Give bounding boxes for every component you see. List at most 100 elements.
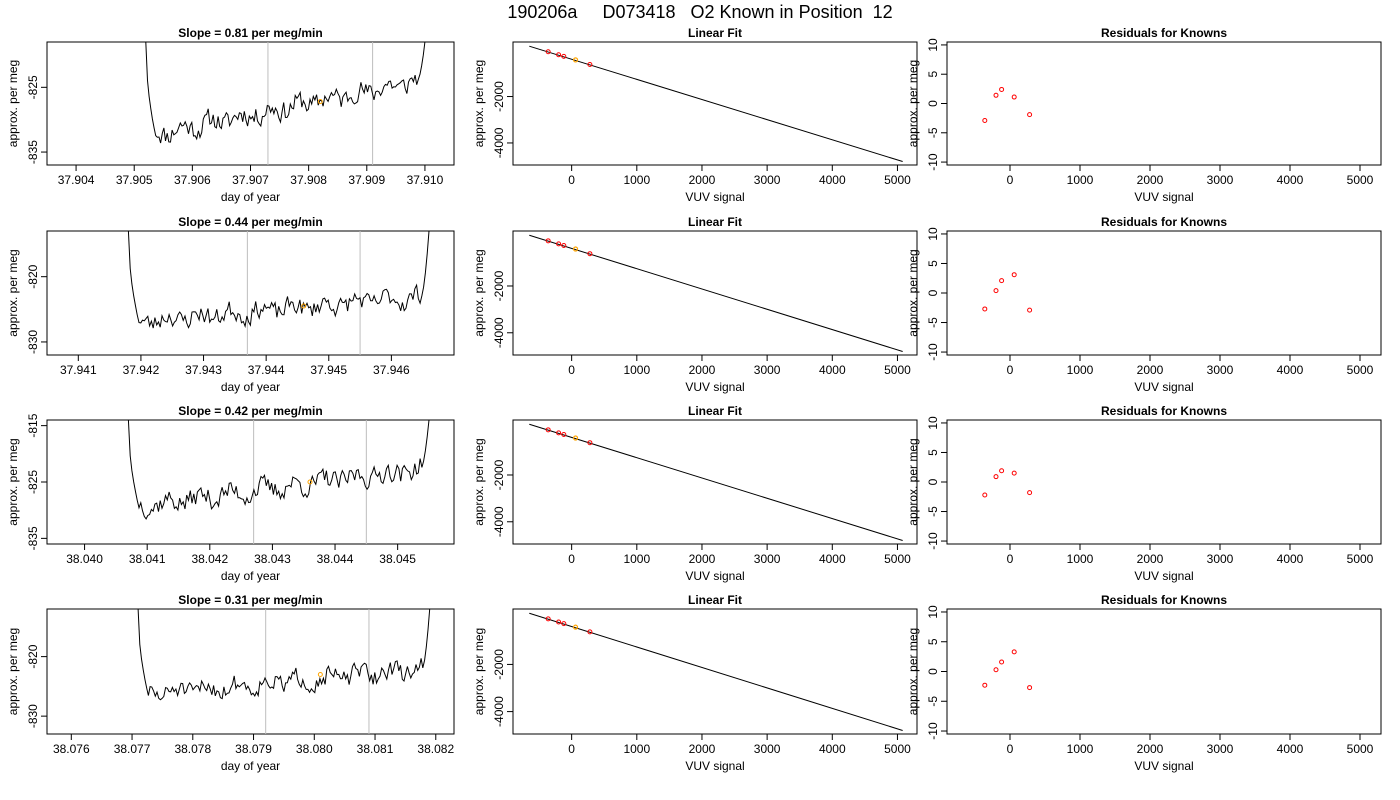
x-tick-label: 37.942: [123, 363, 160, 377]
y-tick-label: -10: [926, 343, 940, 361]
known-point: [982, 492, 988, 498]
x-tick-label: 2000: [1137, 552, 1164, 566]
y-tick-label: 5: [926, 638, 940, 645]
x-tick-label: 3000: [754, 552, 781, 566]
drift-series-line: [127, 231, 430, 329]
x-tick-label: 38.081: [357, 742, 394, 756]
known-point: [1011, 272, 1017, 278]
x-tick-label: 4000: [819, 173, 846, 187]
panel-title: Slope = 0.31 per meg/min: [178, 593, 322, 607]
y-tick-label: -4000: [492, 317, 506, 348]
known-point: [587, 629, 593, 635]
panel-title: Residuals for Knowns: [1101, 404, 1227, 418]
x-tick-label: 37.908: [290, 173, 327, 187]
x-tick-label: 5000: [884, 742, 911, 756]
drift-series-line: [127, 420, 430, 520]
panel-title: Slope = 0.42 per meg/min: [178, 404, 322, 418]
panel-resid-4: Residuals for Knowns 0 1000 2000 3000 4000 500…: [906, 593, 1382, 773]
x-tick-label: 37.907: [232, 173, 269, 187]
x-tick-label: 1000: [623, 173, 650, 187]
drift-series-line: [137, 609, 431, 701]
y-tick-label: -5: [926, 127, 940, 138]
x-tick-label: 38.077: [114, 742, 151, 756]
panel-title: Residuals for Knowns: [1101, 593, 1227, 607]
x-axis-label: VUV signal: [1134, 759, 1193, 773]
x-axis-label: VUV signal: [1134, 569, 1193, 583]
x-tick-label: 37.906: [174, 173, 211, 187]
y-tick-label: -2000: [492, 649, 506, 680]
y-tick-label: -2000: [492, 81, 506, 112]
y-tick-label: 10: [926, 605, 940, 619]
y-tick-label: 10: [926, 38, 940, 52]
panel-title: Linear Fit: [688, 26, 742, 40]
y-tick-label: 0: [926, 289, 940, 296]
x-tick-label: 37.943: [185, 363, 222, 377]
x-tick-label: 3000: [1207, 363, 1234, 377]
plot-data: [529, 612, 903, 731]
y-tick-label: 0: [926, 100, 940, 107]
known-point: [1027, 685, 1033, 691]
y-tick-label: -5: [926, 506, 940, 517]
y-tick-label: -830: [26, 704, 40, 728]
x-tick-label: 5000: [884, 173, 911, 187]
unknown-marker: [317, 671, 323, 677]
y-tick-label: -825: [26, 470, 40, 494]
plot-data: [145, 42, 426, 165]
y-axis-label: approx. per meg: [6, 60, 20, 147]
x-tick-label: 38.076: [53, 742, 90, 756]
unknown-point: [572, 435, 579, 441]
x-axis-label: day of year: [221, 380, 280, 394]
plot-data: [137, 609, 431, 734]
panel-title: Linear Fit: [688, 215, 742, 229]
figure-title: 190206a D073418 O2 Known in Position 12: [507, 2, 893, 22]
known-point: [1027, 307, 1033, 313]
y-tick-label: -820: [26, 644, 40, 668]
y-tick-label: -4000: [492, 696, 506, 727]
fit-line: [529, 612, 903, 731]
plot-frame: [946, 608, 1382, 735]
known-point: [1027, 112, 1033, 118]
panel-title: Linear Fit: [688, 593, 742, 607]
y-tick-label: -2000: [492, 270, 506, 301]
x-axis-label: day of year: [221, 569, 280, 583]
x-tick-label: 1000: [1067, 742, 1094, 756]
plot-data: [529, 234, 903, 352]
y-tick-label: 0: [926, 478, 940, 485]
known-point: [556, 52, 562, 58]
x-tick-label: 2000: [1137, 742, 1164, 756]
x-tick-label: 4000: [819, 742, 846, 756]
y-axis-label: approx. per meg: [472, 249, 486, 336]
x-tick-label: 38.078: [174, 742, 211, 756]
y-tick-label: -4000: [492, 506, 506, 537]
x-tick-label: 0: [1007, 173, 1014, 187]
y-axis-label: approx. per meg: [906, 60, 920, 147]
known-point: [545, 616, 551, 622]
x-axis-label: VUV signal: [685, 190, 744, 204]
plot-data: [127, 231, 430, 355]
plot-data: [127, 420, 430, 544]
known-point: [561, 243, 567, 249]
known-point: [1011, 94, 1017, 100]
known-point: [545, 238, 551, 244]
x-tick-label: 5000: [1347, 173, 1374, 187]
unknown-marker: [317, 99, 323, 105]
x-tick-label: 4000: [1277, 552, 1304, 566]
x-tick-label: 3000: [1207, 742, 1234, 756]
known-point: [982, 682, 988, 688]
plot-frame: [946, 230, 1382, 356]
x-tick-label: 37.905: [116, 173, 153, 187]
panel-drift-4: Slope = 0.31 per meg/min 38.076 38.077 38.0…: [6, 593, 455, 773]
x-tick-label: 3000: [754, 742, 781, 756]
x-axis-label: day of year: [221, 759, 280, 773]
x-tick-label: 2000: [689, 742, 716, 756]
plot-frame: [46, 419, 455, 545]
x-tick-label: 4000: [1277, 173, 1304, 187]
x-tick-label: 2000: [1137, 363, 1164, 377]
x-tick-label: 5000: [884, 363, 911, 377]
plot-data: [982, 272, 1033, 313]
y-axis-label: approx. per meg: [906, 249, 920, 336]
x-tick-label: 1000: [623, 552, 650, 566]
unknown-point: [572, 57, 579, 63]
y-axis-label: approx. per meg: [906, 438, 920, 525]
